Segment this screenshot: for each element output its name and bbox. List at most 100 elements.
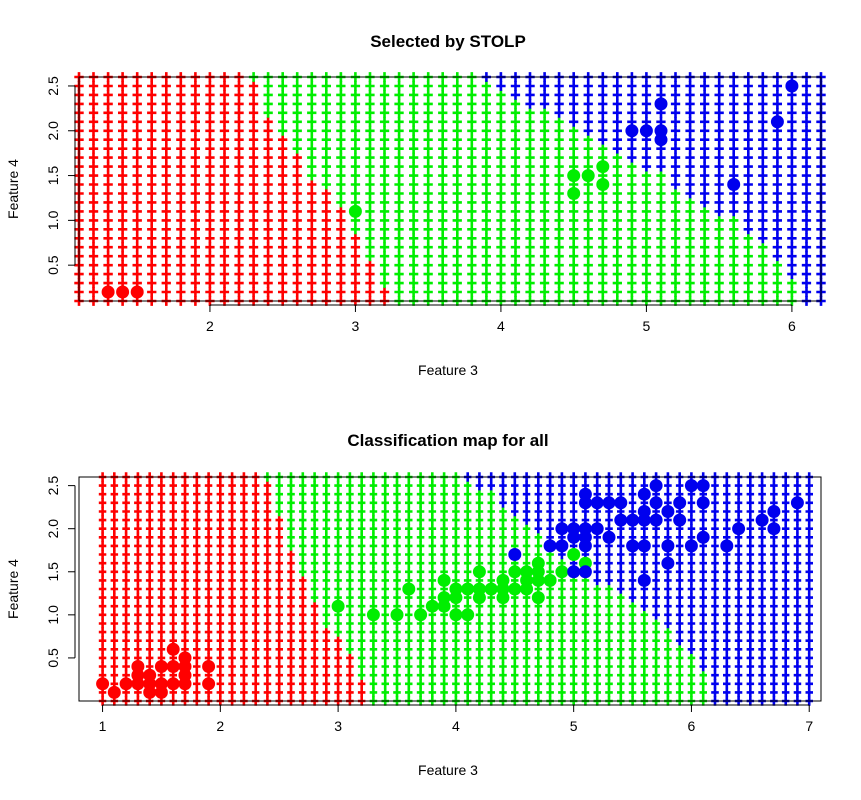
map-cell xyxy=(369,489,378,499)
map-cell xyxy=(219,125,230,136)
map-cell xyxy=(169,584,177,594)
map-cell xyxy=(583,251,593,262)
map-cell xyxy=(147,233,157,244)
map-cell xyxy=(190,99,200,109)
map-cell xyxy=(793,524,802,534)
map-cell xyxy=(334,653,342,663)
map-cell xyxy=(805,636,813,646)
map-cell xyxy=(617,687,625,698)
map-cell xyxy=(758,134,768,145)
map-cell xyxy=(275,610,283,620)
map-cell xyxy=(675,592,684,603)
map-cell xyxy=(263,179,273,190)
map-cell xyxy=(169,524,177,534)
map-cell xyxy=(98,653,107,663)
map-cell xyxy=(711,636,719,646)
map-cell xyxy=(416,558,425,568)
map-cell xyxy=(617,670,625,680)
map-cell xyxy=(263,197,273,208)
map-cell xyxy=(416,575,425,586)
map-cell xyxy=(746,541,755,551)
map-cell xyxy=(321,188,331,199)
map-cell xyxy=(438,215,448,226)
map-cell xyxy=(554,125,564,136)
map-cell xyxy=(758,567,766,577)
map-cell xyxy=(381,575,389,586)
map-cell xyxy=(734,480,743,491)
map-cell xyxy=(569,224,579,235)
map-cell xyxy=(161,233,171,244)
map-cell xyxy=(805,549,813,560)
map-cell xyxy=(423,260,433,271)
map-cell xyxy=(251,558,260,568)
map-cell xyxy=(723,627,731,637)
map-cell xyxy=(307,179,317,190)
map-cell xyxy=(729,242,739,253)
map-cell xyxy=(219,242,230,253)
map-cell xyxy=(463,636,472,646)
map-cell xyxy=(103,215,113,226)
map-cell xyxy=(299,618,307,629)
map-cell xyxy=(628,636,637,646)
map-cell xyxy=(487,506,495,517)
map-cell xyxy=(546,627,554,637)
map-cell xyxy=(248,188,259,199)
map-cell xyxy=(145,515,154,525)
map-cell xyxy=(758,541,766,551)
map-cell xyxy=(670,81,681,91)
map-cell xyxy=(510,206,521,217)
map-cell xyxy=(263,541,272,551)
map-cell xyxy=(734,489,743,499)
map-cell xyxy=(670,233,681,244)
map-cell xyxy=(145,610,154,620)
map-cell xyxy=(369,506,378,517)
map-cell xyxy=(746,653,755,663)
map-cell xyxy=(248,134,259,145)
map-cell xyxy=(190,152,200,163)
map-cell xyxy=(287,627,295,637)
map-cell xyxy=(147,206,157,217)
map-cell xyxy=(801,215,812,226)
map-cell xyxy=(219,251,230,262)
map-cell xyxy=(617,480,625,491)
map-cell xyxy=(190,224,200,235)
data-point xyxy=(696,530,710,544)
map-cell xyxy=(569,661,578,672)
map-cell xyxy=(467,269,477,279)
map-cell xyxy=(365,90,375,100)
data-point xyxy=(696,496,710,510)
map-cell xyxy=(700,116,710,127)
map-cell xyxy=(393,584,401,594)
map-cell xyxy=(157,498,166,508)
map-cell xyxy=(675,687,684,698)
map-cell xyxy=(583,260,593,271)
map-cell xyxy=(181,489,189,499)
map-cell xyxy=(98,532,107,542)
map-cell xyxy=(743,99,753,109)
map-cell xyxy=(287,636,295,646)
map-cell xyxy=(534,618,543,629)
map-cell xyxy=(132,170,142,181)
map-cell xyxy=(204,480,213,491)
map-cell xyxy=(423,278,433,288)
map-cell xyxy=(110,532,119,542)
map-cell xyxy=(193,592,201,603)
map-cell xyxy=(346,661,354,672)
map-cell xyxy=(627,278,637,288)
y-tick-label: 1.5 xyxy=(45,562,61,582)
map-cell xyxy=(350,260,361,271)
map-cell xyxy=(357,661,366,672)
map-cell xyxy=(169,498,177,508)
map-cell xyxy=(558,592,566,603)
map-cell xyxy=(664,584,672,594)
map-cell xyxy=(487,515,495,525)
map-cell xyxy=(569,601,578,611)
map-cell xyxy=(525,224,535,235)
map-cell xyxy=(496,81,506,91)
map-cell xyxy=(569,260,579,271)
map-cell xyxy=(416,515,425,525)
map-cell xyxy=(161,251,171,262)
map-cell xyxy=(770,489,778,499)
map-cell xyxy=(307,242,317,253)
map-cell xyxy=(641,188,652,199)
